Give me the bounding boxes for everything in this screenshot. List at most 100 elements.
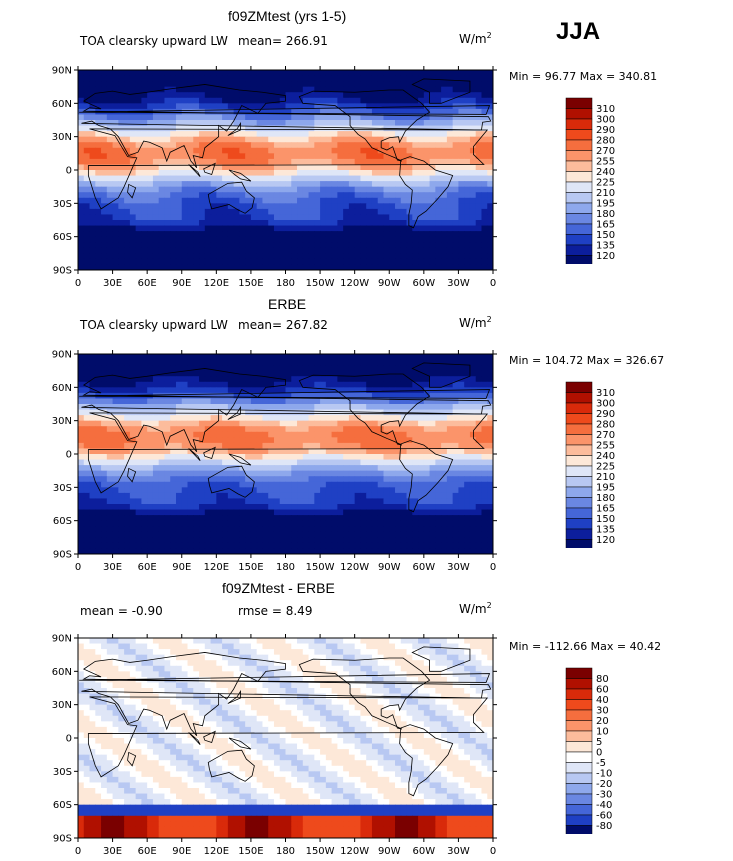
map-cell xyxy=(129,437,137,444)
map-cell xyxy=(320,103,327,110)
map-cell xyxy=(469,509,477,516)
map-cell xyxy=(395,437,402,444)
map-cell xyxy=(400,381,408,388)
map-cell xyxy=(435,354,442,361)
map-cell xyxy=(279,509,286,516)
map-cell xyxy=(348,236,356,243)
map-cell xyxy=(279,387,286,394)
map-cell xyxy=(395,264,402,271)
map-cell xyxy=(285,504,292,511)
map-cell xyxy=(170,192,177,199)
map-cell xyxy=(441,409,448,416)
map-cell xyxy=(377,431,384,438)
map-cell xyxy=(354,70,361,77)
map-cell xyxy=(279,487,286,494)
map-cell xyxy=(129,515,137,522)
map-cell xyxy=(441,97,448,104)
map-cell xyxy=(389,515,396,522)
map-cell xyxy=(95,481,102,488)
map-cell xyxy=(239,203,246,210)
map-cell xyxy=(429,247,436,254)
map-cell xyxy=(464,376,471,383)
map-cell xyxy=(83,192,91,199)
map-cell xyxy=(389,231,396,238)
map-cell xyxy=(481,398,488,405)
map-cell xyxy=(348,214,356,221)
map-cell xyxy=(423,181,431,188)
map-cell xyxy=(210,186,217,193)
map-cell xyxy=(291,398,298,405)
map-cell xyxy=(435,81,442,88)
map-cell xyxy=(418,437,425,444)
map-cell xyxy=(118,354,125,361)
map-cell xyxy=(222,392,229,399)
map-cell xyxy=(78,454,85,461)
map-cell xyxy=(475,147,482,154)
map-cell xyxy=(106,70,114,77)
map-cell xyxy=(233,225,240,232)
map-cell xyxy=(101,131,108,138)
map-cell xyxy=(297,170,304,177)
map-cell xyxy=(314,147,321,154)
map-cell xyxy=(481,181,488,188)
map-cell xyxy=(245,175,252,182)
map-cell xyxy=(291,415,298,422)
map-cell xyxy=(395,459,402,466)
map-cell xyxy=(446,170,454,177)
map-cell xyxy=(291,136,298,143)
map-cell xyxy=(273,203,281,210)
map-cell xyxy=(250,264,258,271)
map-cell xyxy=(302,131,310,138)
map-cell xyxy=(239,487,246,494)
map-cell xyxy=(239,214,246,221)
map-cell xyxy=(291,359,298,366)
map-cell xyxy=(475,125,482,132)
map-cell xyxy=(95,92,102,99)
map-cell xyxy=(239,476,246,483)
panel-2-title: ERBE xyxy=(268,296,307,312)
map-cell xyxy=(446,264,454,271)
map-cell xyxy=(210,131,217,138)
map-cell xyxy=(400,442,408,449)
map-cell xyxy=(273,404,281,411)
map-cell xyxy=(383,142,390,149)
map-cell xyxy=(187,125,194,132)
map-cell xyxy=(256,431,263,438)
map-cell xyxy=(175,520,183,527)
map-cell xyxy=(400,197,408,204)
map-cell xyxy=(291,481,298,488)
map-cell xyxy=(262,86,269,93)
map-cell xyxy=(83,147,91,154)
map-cell xyxy=(112,465,119,472)
map-cell xyxy=(118,515,125,522)
map-cell xyxy=(227,142,235,149)
map-cell xyxy=(343,142,350,149)
map-cell xyxy=(83,136,91,143)
map-cell xyxy=(331,481,338,488)
map-cell xyxy=(101,136,108,143)
map-cell xyxy=(469,197,477,204)
map-cell xyxy=(423,398,431,405)
map-cell xyxy=(193,520,200,527)
map-cell xyxy=(170,437,177,444)
map-cell xyxy=(377,498,384,505)
map-cell xyxy=(175,481,183,488)
map-cell xyxy=(245,420,252,427)
map-cell xyxy=(418,192,425,199)
map-cell xyxy=(273,197,281,204)
map-cell xyxy=(314,136,321,143)
map-cell xyxy=(141,125,148,132)
map-cell xyxy=(250,498,258,505)
map-cell xyxy=(302,125,310,132)
map-cell xyxy=(227,170,235,177)
map-cell xyxy=(124,454,131,461)
map-cell xyxy=(262,220,269,227)
map-cell xyxy=(435,92,442,99)
map-cell xyxy=(147,214,154,221)
map-cell xyxy=(308,197,315,204)
map-cell xyxy=(216,258,223,265)
map-cell xyxy=(227,487,235,494)
map-cell xyxy=(279,409,286,416)
map-cell xyxy=(181,75,189,82)
map-cell xyxy=(383,225,390,232)
